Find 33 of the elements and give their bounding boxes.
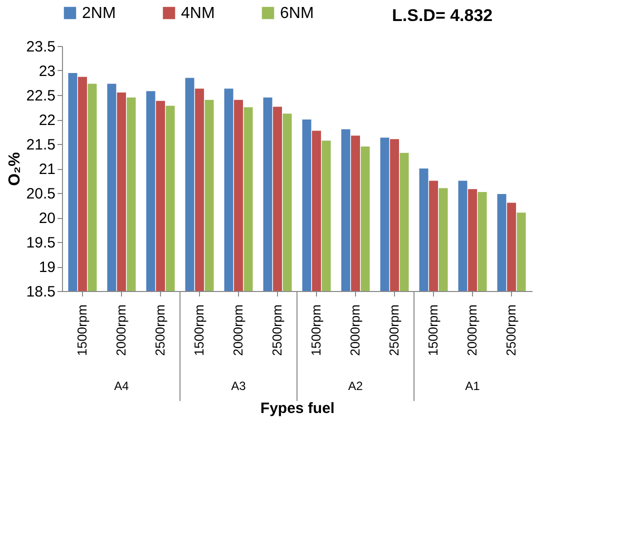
text: A1 (465, 379, 480, 393)
x-tick-label: 2000rpm (113, 304, 128, 356)
y-tick-label: 23.5 (26, 38, 56, 56)
x-tick-label: 2000rpm (464, 304, 480, 356)
x-tick-label: 2000rpm (348, 304, 363, 356)
y-tick-label: 19.5 (26, 234, 56, 252)
y-tick-label: 23 (38, 63, 56, 80)
x-axis-title: Fypes fuel (260, 400, 335, 417)
x-tick-label: 2000rpm (230, 304, 246, 356)
y-tick-label: 20 (38, 210, 56, 227)
y-tick-label: 21 (38, 161, 56, 178)
x-tick-label: 1500rpm (191, 304, 206, 356)
x-tick-label: 2500rpm (504, 304, 519, 356)
legend-label: 4NM (181, 5, 215, 22)
y-tick-label: 21.5 (26, 136, 56, 154)
x-tick-label: 2500rpm (270, 304, 284, 356)
y-tick-label: 18.5 (26, 284, 56, 300)
y-tick-label: 22.5 (26, 88, 56, 104)
x-tick-label: 1500rpm (74, 304, 90, 356)
text: A3 (231, 379, 246, 393)
text: A4 (114, 379, 130, 393)
x-tick-label: 1500rpm (426, 304, 441, 356)
legend-label: 6NM (280, 5, 314, 22)
legend-label: 2NM (82, 5, 116, 22)
y-tick-label: 22 (38, 112, 56, 129)
text: L.S.D= 4.832 (392, 6, 493, 25)
text: A2 (348, 379, 364, 393)
x-tick-label: 2500rpm (386, 304, 402, 356)
y-tick-label: 19 (38, 259, 56, 276)
y-axis-title: O₂% (6, 152, 24, 186)
x-tick-label: 1500rpm (308, 304, 324, 356)
x-tick-label: 2500rpm (152, 304, 168, 356)
y-tick-label: 20.5 (26, 186, 56, 202)
